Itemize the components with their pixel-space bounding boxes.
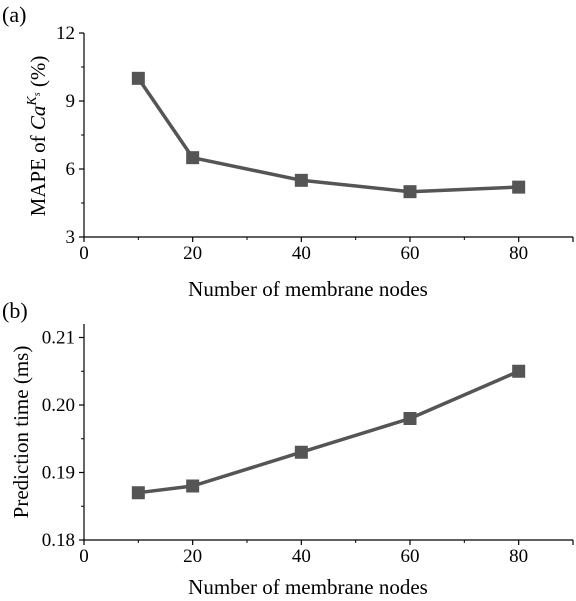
y-tick-label-b: 0.20 bbox=[42, 395, 75, 416]
data-point-a bbox=[403, 185, 417, 199]
data-point-b bbox=[403, 412, 417, 425]
y-axis-title-a: MAPE of CaKs (%) bbox=[25, 56, 50, 217]
y-axis-title-a-suffix: (%) bbox=[26, 56, 50, 93]
plot-a-area: 0 20 40 60 80 3 6 9 12 bbox=[56, 23, 574, 264]
x-tick-label-b: 80 bbox=[509, 546, 528, 567]
panel-b: (b) 0 20 40 60 80 0.18 0.19 0.20 0.21 Number of … bbox=[2, 298, 574, 599]
data-point-a bbox=[294, 173, 308, 187]
y-tick-label-b: 0.19 bbox=[42, 463, 75, 484]
y-tick-label-a: 12 bbox=[56, 23, 75, 44]
data-point-a bbox=[131, 71, 145, 85]
x-tick-label-a: 80 bbox=[509, 243, 528, 264]
x-tick-label-a: 0 bbox=[79, 243, 89, 264]
y-tick-label-a: 3 bbox=[66, 227, 76, 248]
data-point-a bbox=[186, 151, 200, 165]
x-tick-label-a: 60 bbox=[401, 243, 420, 264]
series-line-a bbox=[136, 77, 519, 194]
x-tick-label-b: 0 bbox=[79, 546, 89, 567]
panel-a-label: (a) bbox=[2, 2, 26, 27]
y-axis-title-b: Prediction time (ms) bbox=[9, 346, 33, 519]
y-axis-title-a-subscript: s bbox=[32, 92, 43, 96]
x-tick-label-b: 60 bbox=[401, 546, 420, 567]
x-axis-title-b: Number of membrane nodes bbox=[188, 575, 428, 599]
plot-b-area: 0 20 40 60 80 0.18 0.19 0.20 0.21 bbox=[42, 324, 574, 567]
x-tick-label-a: 40 bbox=[292, 243, 311, 264]
x-tick-label-b: 40 bbox=[292, 546, 311, 567]
y-axis-title-a-symbol: Ca bbox=[26, 106, 50, 131]
panel-a: (a) 0 20 40 60 80 3 6 9 12 Number of membrane no… bbox=[2, 2, 574, 301]
data-point-b bbox=[186, 479, 200, 493]
y-axis-title-a-superscript: K bbox=[25, 96, 40, 107]
y-tick-label-b: 0.21 bbox=[42, 328, 75, 349]
x-axis-title-a: Number of membrane nodes bbox=[188, 277, 428, 301]
data-point-b bbox=[131, 486, 145, 500]
x-tick-label-a: 20 bbox=[183, 243, 202, 264]
x-tick-label-b: 20 bbox=[183, 546, 202, 567]
y-tick-label-a: 9 bbox=[66, 91, 76, 112]
data-point-b bbox=[512, 364, 526, 378]
panel-b-label: (b) bbox=[2, 298, 28, 323]
series-line-b bbox=[138, 369, 520, 495]
y-tick-label-a: 6 bbox=[66, 159, 76, 180]
data-point-b bbox=[294, 445, 308, 459]
data-point-a bbox=[512, 180, 526, 194]
y-tick-label-b: 0.18 bbox=[42, 530, 75, 551]
y-axis-title-a-prefix: MAPE of bbox=[26, 130, 50, 216]
